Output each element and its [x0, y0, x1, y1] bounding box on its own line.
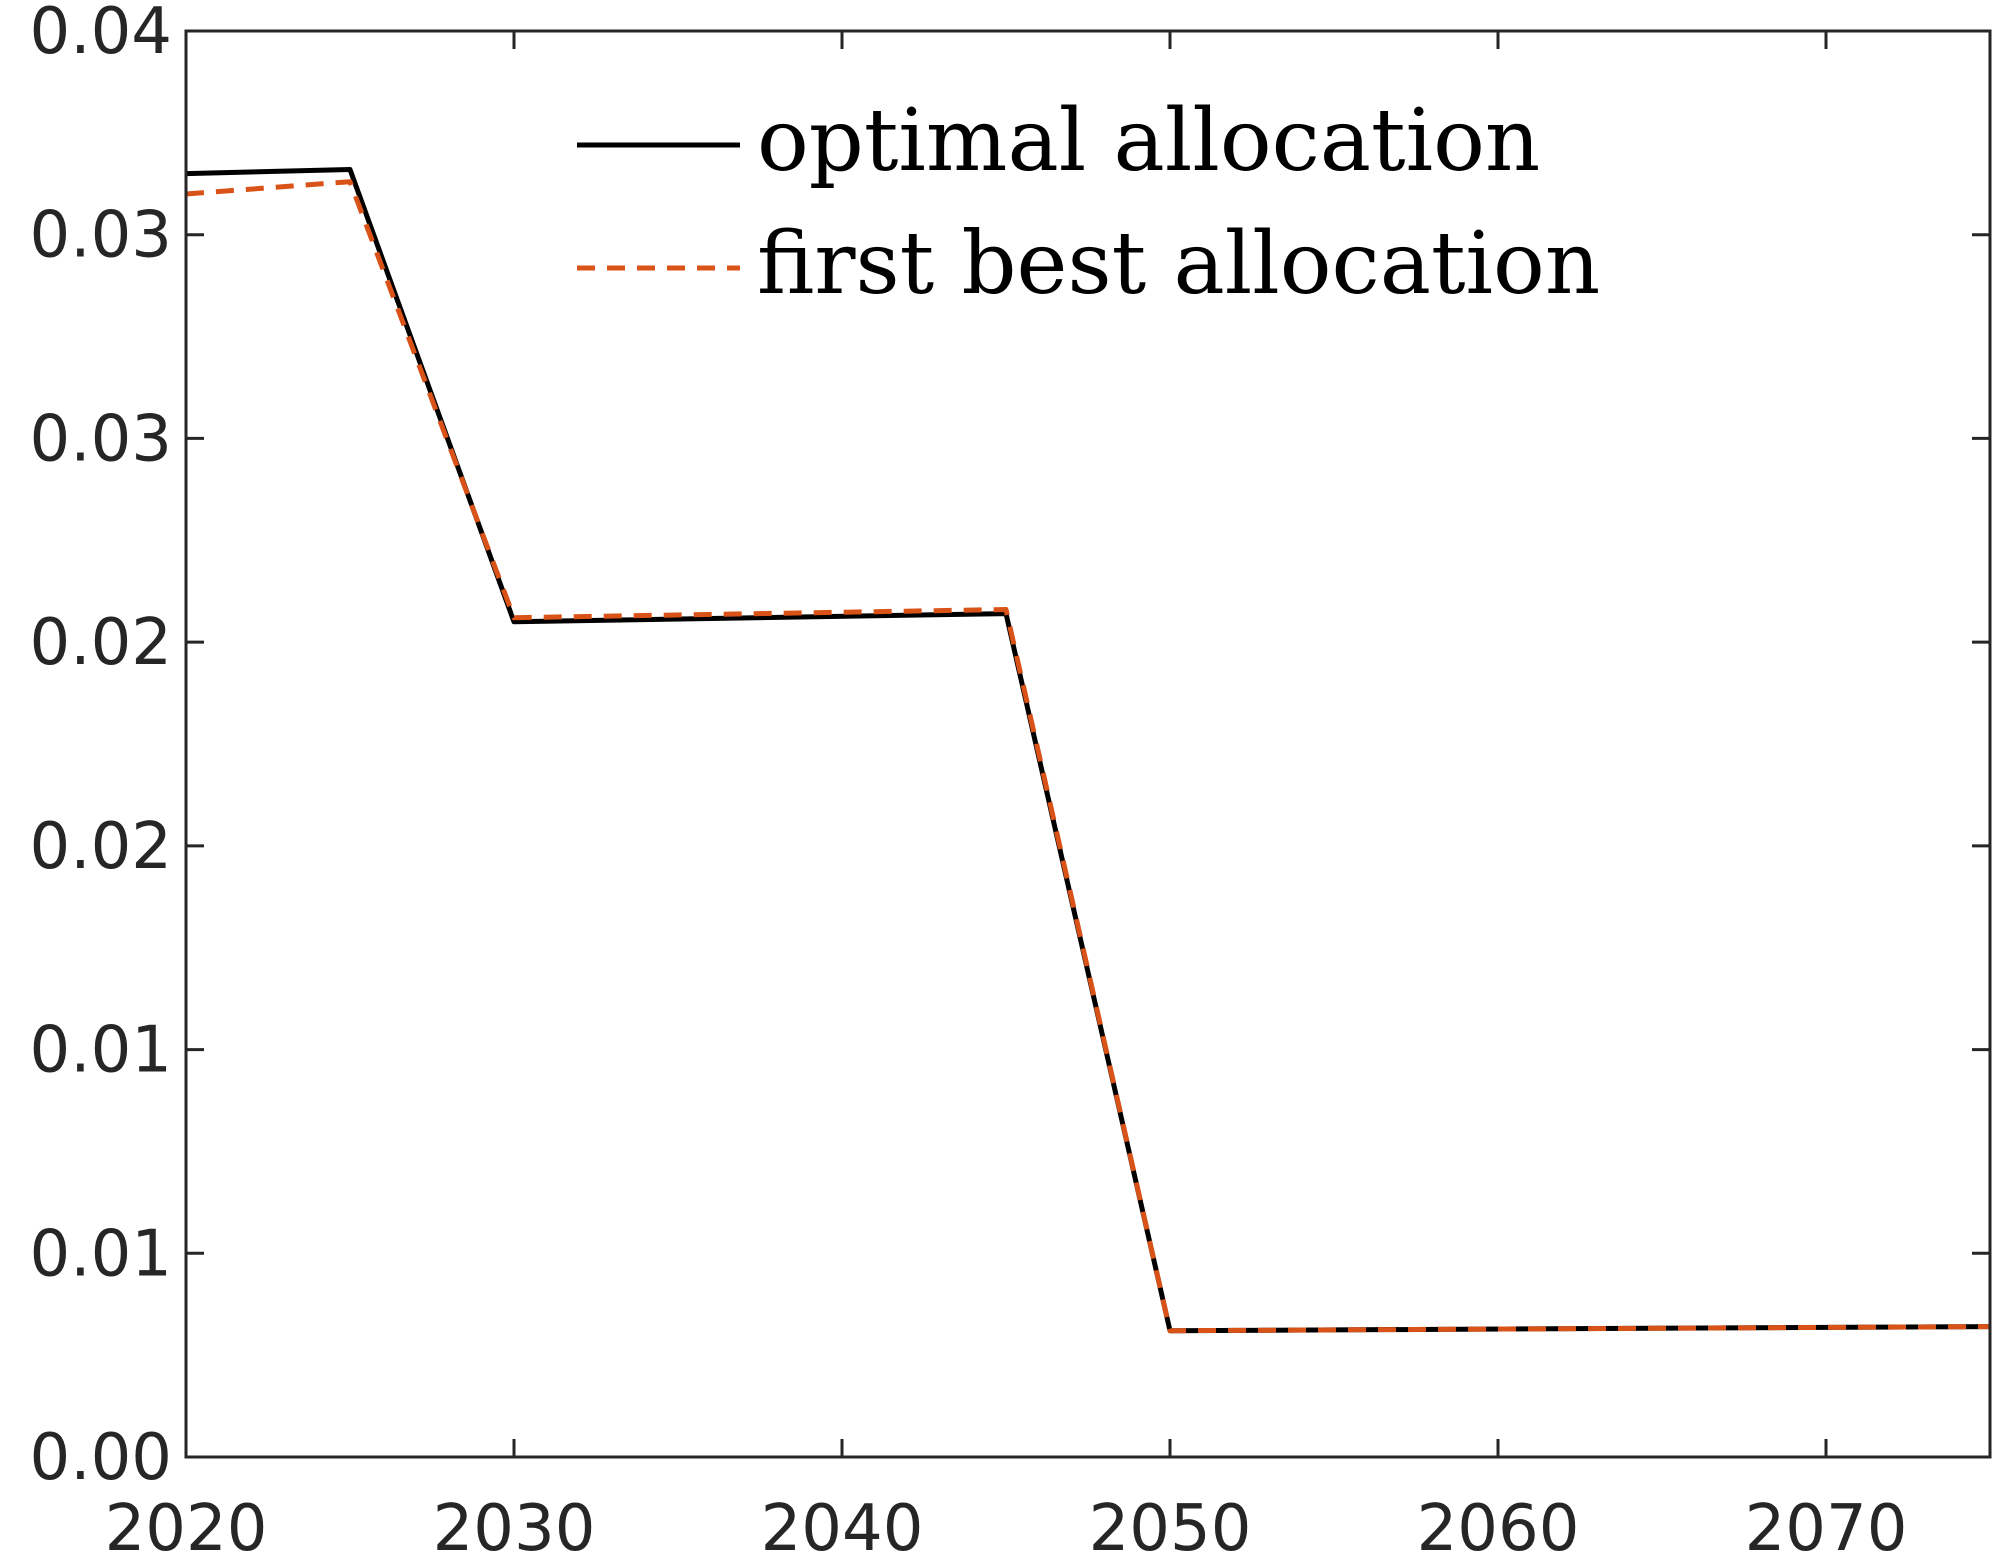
y-tick-label: 0.03	[30, 402, 173, 476]
x-tick-label: 2060	[1417, 1492, 1580, 1554]
y-tick-label: 0.01	[30, 1217, 173, 1291]
y-tick-label: 0.01	[30, 1014, 173, 1088]
x-tick-label: 2030	[433, 1492, 596, 1554]
x-tick-label: 2020	[105, 1492, 268, 1554]
x-tick-label: 2040	[761, 1492, 924, 1554]
y-tick-label: 0.00	[30, 1421, 173, 1495]
legend-label-2: first best allocation	[757, 214, 1600, 314]
y-tick-label: 0.02	[30, 606, 173, 680]
series-line-1	[185, 167, 1991, 1334]
series-layer	[185, 167, 1991, 1334]
legend: optimal allocation first best allocation	[577, 91, 1600, 314]
axis-ticks: 0.00 0.01 0.01 0.02 0.02 0.03 0.03 0.04 2020 2030…	[30, 0, 1990, 1554]
legend-label-1: optimal allocation	[757, 91, 1540, 191]
y-tick-label: 0.02	[30, 810, 173, 884]
series-line-2	[185, 179, 1991, 1334]
x-tick-label: 2070	[1745, 1492, 1908, 1554]
y-tick-label: 0.03	[30, 199, 173, 273]
plot-frame	[184, 29, 1992, 1459]
y-tick-label: 0.04	[30, 0, 173, 69]
x-tick-label: 2050	[1089, 1492, 1252, 1554]
